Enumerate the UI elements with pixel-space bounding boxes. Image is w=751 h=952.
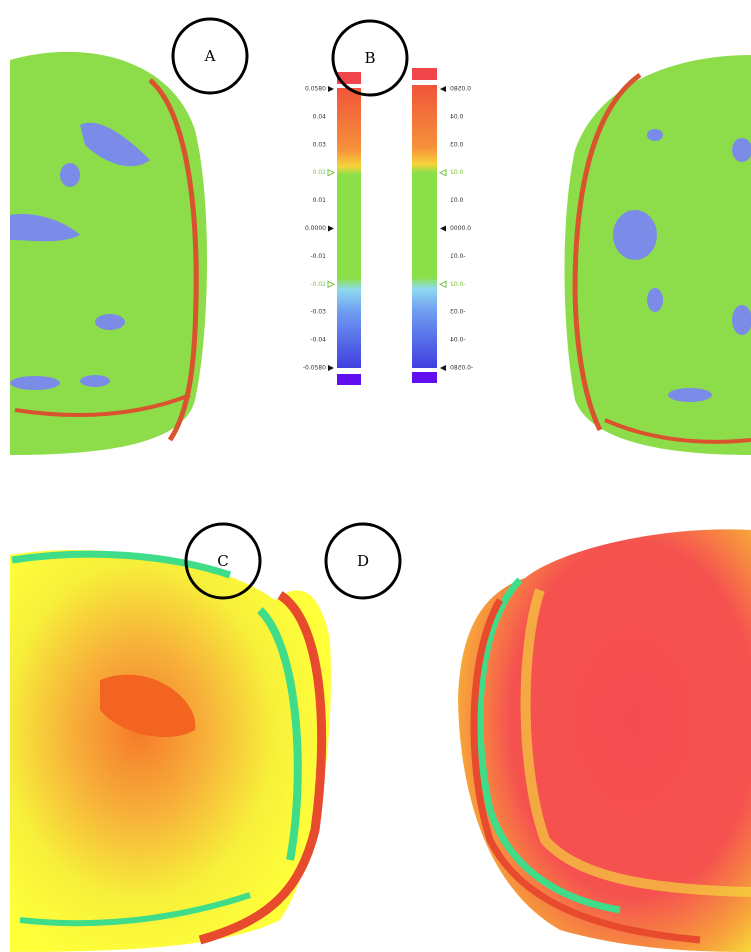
scale-label: -0.01 — [310, 253, 326, 260]
scale-marker — [440, 281, 446, 287]
scale-marker — [328, 226, 334, 232]
scale-label: -0.0580 — [303, 365, 326, 372]
scale-label: 0.01 — [450, 197, 464, 204]
scale-label: 0.0000 — [450, 225, 471, 232]
scale-label: -0.02 — [450, 281, 466, 288]
scale-label: 0.0580 — [450, 86, 471, 93]
scale-marker — [328, 86, 334, 92]
scale-label: 0.03 — [313, 141, 327, 148]
scale-label: 0.01 — [313, 197, 327, 204]
scale-label: 0.02 — [313, 169, 327, 176]
color-bars — [337, 68, 437, 385]
scale-label: -0.01 — [450, 253, 466, 260]
scan-c — [10, 550, 331, 952]
scale-labels: 0.0580 0.04 0.03 0.02 0.01 0.0000 -0.01 -0.02 -0… — [303, 86, 473, 372]
scale-label: -0.03 — [310, 309, 326, 316]
scan-a — [10, 52, 207, 455]
scale-label: 0.04 — [313, 113, 327, 120]
scale-label: 0.0580 — [305, 86, 326, 93]
scale-marker — [328, 365, 334, 371]
scale-label: -0.03 — [450, 309, 466, 316]
scale-label: 0.04 — [450, 113, 464, 120]
scale-marker — [440, 170, 446, 176]
scale-marker — [440, 86, 446, 92]
scale-label: 0.0000 — [305, 225, 326, 232]
panel-labels: A B C D — [173, 19, 407, 598]
scale-marker — [328, 281, 334, 287]
panel-label: C — [217, 552, 228, 570]
scan-b — [564, 55, 751, 455]
scale-label: -0.0580 — [450, 365, 473, 372]
panel-label: A — [204, 47, 216, 65]
scale-label: -0.04 — [450, 337, 466, 344]
scale-label: -0.02 — [310, 281, 326, 288]
scale-marker — [440, 365, 446, 371]
panel-label: B — [364, 49, 375, 67]
scale-marker — [440, 226, 446, 232]
scan-d — [458, 529, 751, 952]
scale-marker — [328, 170, 334, 176]
scale-label: -0.04 — [310, 337, 326, 344]
scale-label: 0.02 — [450, 169, 464, 176]
scale-label: 0.03 — [450, 141, 464, 148]
figure: 0.0580 0.04 0.03 0.02 0.01 0.0000 -0.01 -0.02 -0… — [0, 0, 751, 952]
panel-label: D — [357, 552, 369, 570]
